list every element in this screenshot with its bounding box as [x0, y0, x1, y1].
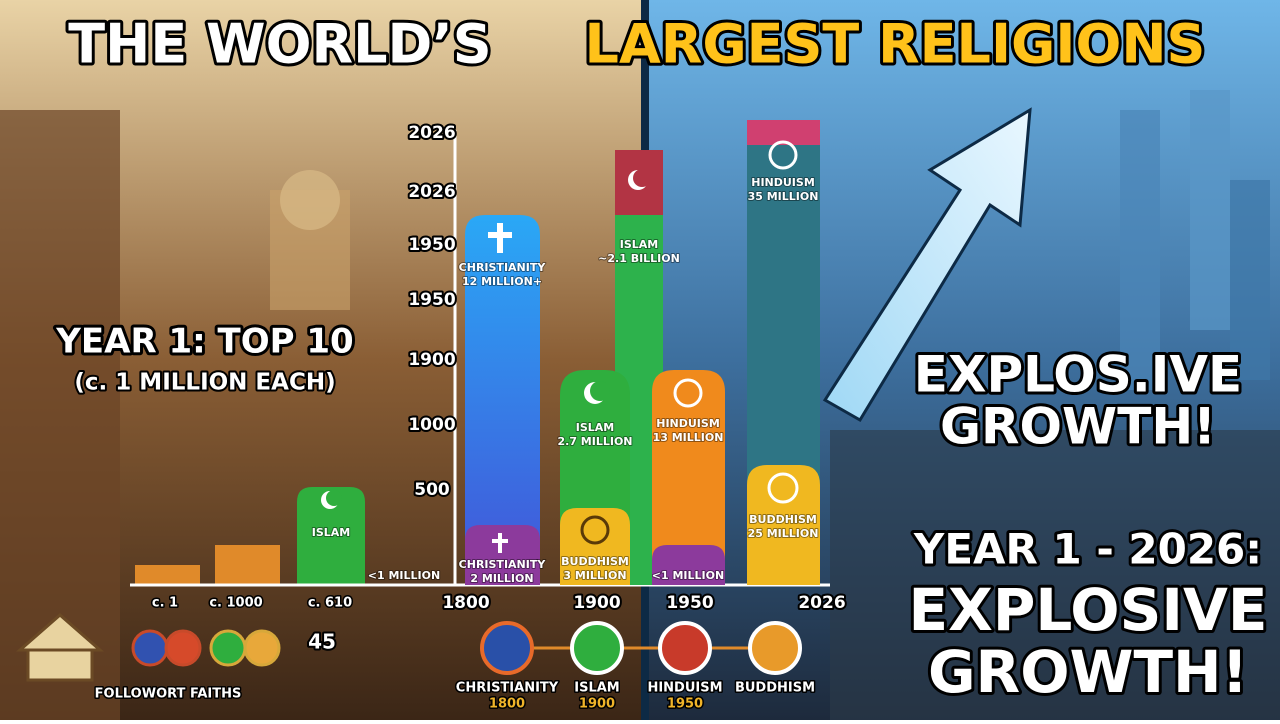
- bar-name: CHRISTIANITY: [459, 261, 547, 274]
- bar-note: ~2.1 BILLION: [598, 252, 680, 265]
- footer: FOLLOWORT FAITHS: [95, 687, 242, 702]
- x-label: 1800: [442, 593, 489, 613]
- y-label: 1900: [408, 350, 455, 370]
- bar-label: ISLAM: [312, 526, 350, 539]
- y-label: 1950: [408, 290, 455, 310]
- right-line: EXPLOSIVE: [909, 576, 1268, 644]
- era-label: c. 1000: [209, 596, 262, 611]
- legend-name: CHRISTIANITY: [456, 681, 559, 696]
- y-label: 1000: [408, 415, 455, 435]
- y-label: 2026: [408, 182, 455, 202]
- legend-name: ISLAM: [574, 681, 619, 696]
- right-line: GROWTH!: [940, 398, 1216, 456]
- legend-year: 1900: [579, 697, 615, 712]
- y-label: 1950: [408, 235, 455, 255]
- badge: 45: [308, 630, 336, 654]
- legend-icons: [480, 621, 802, 675]
- bar-note: 12 MILLION+: [462, 275, 542, 288]
- y-label: 2026: [408, 123, 455, 143]
- bar-name: CHRISTIANITY: [459, 558, 547, 571]
- right-line: GROWTH!: [928, 638, 1248, 706]
- y-label: 500: [414, 480, 450, 500]
- bar-note: 13 MILLION: [653, 431, 724, 444]
- growth-arrow: [822, 107, 1032, 423]
- bar-note: <1 MILLION: [652, 569, 724, 582]
- era-label: c. 1: [152, 596, 178, 611]
- left-subheading: (c. 1 MILLION EACH): [74, 370, 335, 396]
- bar-name: HINDUISM: [751, 176, 815, 189]
- x-label: 1950: [666, 593, 713, 613]
- legend-name: HINDUISM: [647, 681, 722, 696]
- era-label: c. 610: [308, 596, 352, 611]
- legend-year: 1800: [489, 697, 525, 712]
- legend-year: 1950: [667, 697, 703, 712]
- title-yellow: LARGEST RELIGIONS: [585, 13, 1206, 76]
- bar-note: 35 MILLION: [748, 190, 819, 203]
- title-white: THE WORLD’S: [68, 13, 491, 76]
- bar-name: BUDDHISM: [749, 513, 817, 526]
- right-line: YEAR 1 - 2026:: [913, 525, 1262, 574]
- left-icons: [16, 613, 281, 682]
- bar-note: 3 MILLION: [563, 569, 626, 582]
- x-label: 1900: [573, 593, 620, 613]
- bar-name: HINDUISM: [656, 417, 720, 430]
- right-line: EXPLOS.IVE: [914, 346, 1242, 404]
- x-label: 2026: [798, 593, 845, 613]
- left-bars: [135, 487, 365, 585]
- bar-name: BUDDHISM: [561, 555, 629, 568]
- left-heading: YEAR 1: TOP 10: [55, 322, 353, 362]
- bar-name: ISLAM: [620, 238, 658, 251]
- bar-note: <1 MILLION: [368, 569, 440, 582]
- bar-note: 2 MILLION: [470, 572, 533, 585]
- bar-note: 25 MILLION: [748, 527, 819, 540]
- bar-name: ISLAM: [576, 421, 614, 434]
- legend-name: BUDDHISM: [735, 681, 815, 696]
- bars: [465, 120, 820, 585]
- bar-note: 2.7 MILLION: [557, 435, 632, 448]
